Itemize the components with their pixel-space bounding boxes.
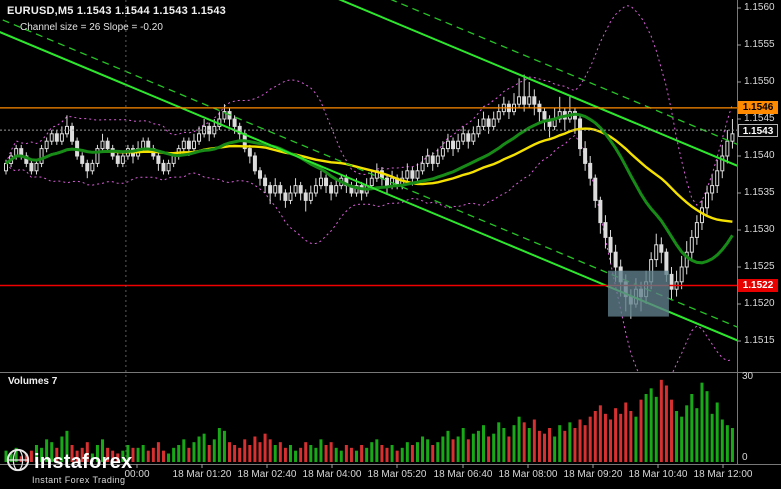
volume-bars xyxy=(4,379,734,462)
price-axis-label: 1.1550 xyxy=(744,76,775,87)
price-axis-label: 1.1545 xyxy=(744,113,775,124)
channel-line-0 xyxy=(338,0,737,167)
selection-highlight xyxy=(607,270,669,317)
time-axis-label: 00:00 xyxy=(124,469,150,480)
price-axis-label: 1.1555 xyxy=(744,39,775,50)
ma-yellow-line xyxy=(5,127,733,223)
bollinger-upper-band xyxy=(5,5,733,206)
chart-symbol-ohlc: EURUSD,M5 1.1543 1.1544 1.1543 1.1543 xyxy=(7,5,226,17)
channel-line-3 xyxy=(0,18,737,328)
time-axis-label: 18 Mar 12:00 xyxy=(693,469,753,480)
price-axis-label: 1.1515 xyxy=(744,335,775,346)
channel-line-2 xyxy=(390,0,737,145)
bollinger-lower-band xyxy=(5,134,733,372)
ma-green-line xyxy=(5,112,734,265)
time-axis-label: 18 Mar 04:00 xyxy=(302,469,362,480)
time-axis-label: 18 Mar 08:00 xyxy=(498,469,558,480)
volume-pane-title: Volumes 7 xyxy=(8,376,58,387)
time-axis[interactable]: 00:00 18 Mar 01:20 18 Mar 02:40 18 Mar 04:0… xyxy=(0,465,781,489)
time-axis-label: 18 Mar 09:20 xyxy=(563,469,623,480)
watermark-brand: instaforex xyxy=(34,451,133,473)
price-badge: 1.1546 xyxy=(738,101,778,115)
price-axis[interactable]: 1.1560 1.1555 1.1550 1.1545 1.1540 1.1535 1.15… xyxy=(737,0,781,465)
price-badge: 1.1522 xyxy=(738,279,778,292)
volume-scale-min: 0 xyxy=(742,452,748,463)
price-axis-label: 1.1525 xyxy=(744,261,775,272)
volume-scale-max: 30 xyxy=(742,371,754,382)
price-axis-label: 1.1530 xyxy=(744,224,775,235)
channel-line-1 xyxy=(0,31,737,342)
price-badge: 1.1543 xyxy=(738,123,778,137)
time-axis-label: 18 Mar 06:40 xyxy=(433,469,493,480)
instaforex-watermark: instaforex Instant Forex Trading xyxy=(6,448,133,485)
watermark-tagline: Instant Forex Trading xyxy=(32,475,126,485)
time-axis-label: 18 Mar 02:40 xyxy=(237,469,297,480)
price-axis-label: 1.1540 xyxy=(744,150,775,161)
chart-pane[interactable] xyxy=(0,0,781,390)
time-axis-label: 18 Mar 10:40 xyxy=(628,469,688,480)
price-axis-label: 1.1520 xyxy=(744,298,775,309)
price-axis-label: 1.1560 xyxy=(744,2,775,13)
time-axis-label: 18 Mar 01:20 xyxy=(172,469,232,480)
channel-indicator-info: Channel size = 26 Slope = -0.20 xyxy=(20,22,163,33)
price-axis-label: 1.1535 xyxy=(744,187,775,198)
time-axis-label: 18 Mar 05:20 xyxy=(367,469,427,480)
globe-icon xyxy=(6,448,30,477)
